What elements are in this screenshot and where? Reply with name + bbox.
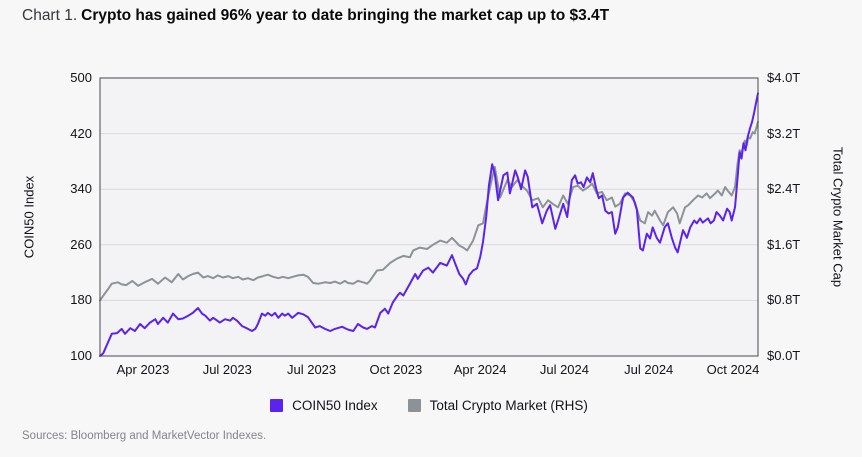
x-axis-tick: Jul 2024 [539, 362, 589, 377]
y-axis-right-tick: $2.4T [767, 181, 801, 197]
chart-heading: Chart 1. Crypto has gained 96% year to da… [22, 7, 609, 25]
source-note: Sources: Bloomberg and MarketVector Inde… [22, 430, 267, 442]
x-axis-tick: Apr 2023 [116, 362, 170, 377]
y-axis-left-tick: 100 [70, 348, 92, 363]
y-axis-left-tick: 420 [70, 125, 92, 141]
y-axis-right-tick: $1.6T [767, 236, 801, 252]
y-axis-left-tick: 260 [70, 236, 92, 252]
x-axis-tick: Oct 2024 [706, 362, 760, 377]
x-axis-tick: Oct 2023 [369, 362, 423, 377]
y-axis-right-tick: $0.0T [767, 348, 801, 363]
y-axis-right-tick: $0.8T [767, 292, 801, 308]
y-axis-right-title: Total Crypto Market Cap [830, 146, 846, 288]
y-axis-left-tick: 500 [70, 70, 92, 85]
legend-swatch-coin50-icon [270, 399, 284, 412]
chart-number: Chart 1. [22, 7, 78, 24]
y-axis-right-tick: $3.2T [767, 125, 801, 141]
chart-title: Crypto has gained 96% year to date bring… [81, 7, 610, 24]
legend-item-total-market: Total Crypto Market (RHS) [407, 398, 588, 413]
x-axis-tick: Apr 2024 [453, 362, 507, 377]
x-axis-tick: Jul 2023 [286, 362, 337, 377]
legend: COIN50 Index Total Crypto Market (RHS) [100, 398, 758, 413]
y-axis-left-tick: 340 [70, 181, 92, 197]
legend-label-coin50: COIN50 Index [292, 398, 378, 413]
y-axis-right-tick: $4.0T [767, 70, 801, 85]
legend-swatch-total-market-icon [407, 399, 421, 412]
legend-item-coin50: COIN50 Index [270, 398, 378, 413]
legend-label-total-market: Total Crypto Market (RHS) [429, 398, 588, 413]
x-axis-tick: Jul 2024 [624, 362, 674, 377]
y-axis-left-tick: 180 [70, 292, 92, 308]
y-axis-left-title: COIN50 Index [21, 175, 37, 259]
x-axis-tick: Jul 2023 [202, 362, 252, 377]
